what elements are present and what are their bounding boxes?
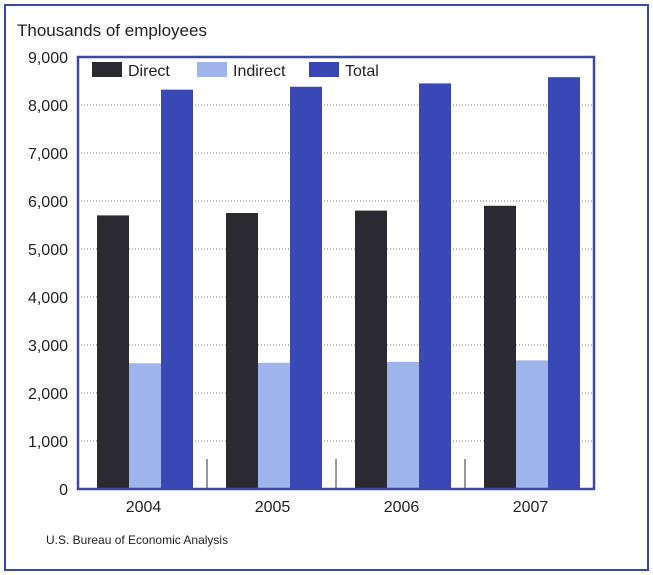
y-axis-title: Thousands of employees: [17, 21, 207, 40]
y-tick-label: 2,000: [28, 386, 68, 403]
bar-total-2006: [419, 83, 451, 490]
x-tick-label: 2005: [255, 499, 291, 516]
bar-direct-2006: [355, 210, 387, 489]
source-note: U.S. Bureau of Economic Analysis: [46, 533, 229, 547]
legend-label-total: Total: [345, 63, 379, 80]
legend-swatch-total: [309, 62, 339, 77]
x-tick-label: 2006: [384, 499, 420, 516]
bar-indirect-2006: [387, 361, 419, 489]
y-tick-label: 4,000: [28, 290, 68, 307]
x-tick-label: 2004: [126, 499, 162, 516]
bar-total-2004: [161, 89, 193, 489]
bar-direct-2005: [226, 213, 258, 489]
x-tick-label: 2007: [513, 499, 549, 516]
bar-direct-2004: [97, 215, 129, 489]
y-tick-label: 7,000: [28, 146, 68, 163]
plot-area-border: [76, 55, 596, 491]
y-tick-label: 6,000: [28, 194, 68, 211]
legend-label-direct: Direct: [128, 63, 170, 80]
bar-indirect-2005: [258, 362, 290, 489]
y-tick-label: 5,000: [28, 242, 68, 259]
y-tick-label: 0: [59, 482, 68, 499]
legend-swatch-indirect: [197, 62, 227, 77]
bar-indirect-2004: [129, 363, 161, 489]
y-tick-label: 9,000: [28, 50, 68, 67]
bar-total-2007: [548, 77, 580, 489]
y-tick-label: 3,000: [28, 338, 68, 355]
legend-swatch-direct: [92, 62, 122, 77]
y-tick-label: 1,000: [28, 434, 68, 451]
bar-total-2005: [290, 86, 322, 489]
y-tick-label: 8,000: [28, 98, 68, 115]
bar-indirect-2007: [516, 360, 548, 489]
bar-direct-2007: [484, 205, 516, 490]
legend-label-indirect: Indirect: [233, 63, 286, 80]
